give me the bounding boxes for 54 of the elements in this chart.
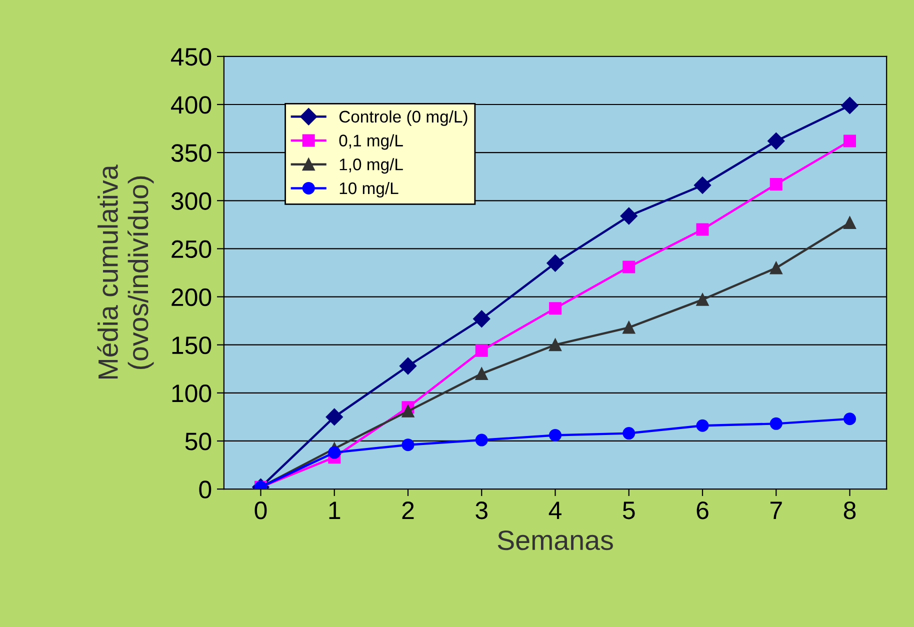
legend-label: 10 mg/L <box>340 182 398 198</box>
point <box>475 434 488 446</box>
point <box>622 260 636 274</box>
point <box>696 419 709 432</box>
x-tick-label: 6 <box>696 502 708 520</box>
x-tick-label: 4 <box>548 502 562 519</box>
point <box>770 262 782 274</box>
y-tick-label: 400 <box>170 96 212 114</box>
y-tick-label: 100 <box>172 384 212 402</box>
point <box>694 176 712 194</box>
x-tick-label: 5 <box>622 502 635 520</box>
point <box>622 427 636 440</box>
x-axis-title: Semanas <box>498 530 613 550</box>
point <box>696 293 709 306</box>
point <box>402 404 414 418</box>
point <box>549 428 562 442</box>
y-tick-label: 150 <box>172 336 212 354</box>
point <box>328 446 341 459</box>
point <box>475 344 488 357</box>
point <box>844 412 856 426</box>
point <box>844 134 856 148</box>
point <box>844 216 856 230</box>
y-tick-label: 350 <box>171 144 212 162</box>
point <box>770 417 782 430</box>
point <box>475 367 488 380</box>
y-tick-label: 250 <box>172 240 212 258</box>
y-tick-label: 50 <box>185 432 212 450</box>
legend-label: 1,0 mg/L <box>340 158 403 174</box>
x-tick-label: 3 <box>476 502 488 520</box>
point <box>696 223 709 236</box>
y-tick-label: 200 <box>172 288 212 306</box>
y-axis-title: Média cumulativa (ovos/indivíduo) <box>97 164 154 379</box>
legend-label: Controle (0 mg/L) <box>339 110 468 126</box>
x-tick-label: 1 <box>329 502 340 519</box>
point <box>549 302 562 315</box>
point <box>399 357 417 375</box>
x-tick-label: 8 <box>844 502 856 520</box>
x-tick-label: 2 <box>402 502 414 519</box>
x-tick-label: 0 <box>254 502 267 520</box>
point <box>546 254 564 272</box>
y-tick-label: 450 <box>170 48 212 66</box>
point <box>402 438 414 452</box>
point <box>549 338 562 352</box>
point <box>622 321 636 334</box>
x-tick-label: 7 <box>770 502 782 519</box>
point <box>768 132 785 150</box>
y-tick-label: 300 <box>171 192 212 210</box>
point <box>841 96 858 114</box>
point <box>326 408 343 426</box>
point <box>770 178 782 191</box>
point <box>473 310 490 328</box>
y-tick-label: 0 <box>199 480 212 498</box>
point <box>620 207 638 225</box>
legend-label: 0,1 mg/L <box>339 134 403 150</box>
